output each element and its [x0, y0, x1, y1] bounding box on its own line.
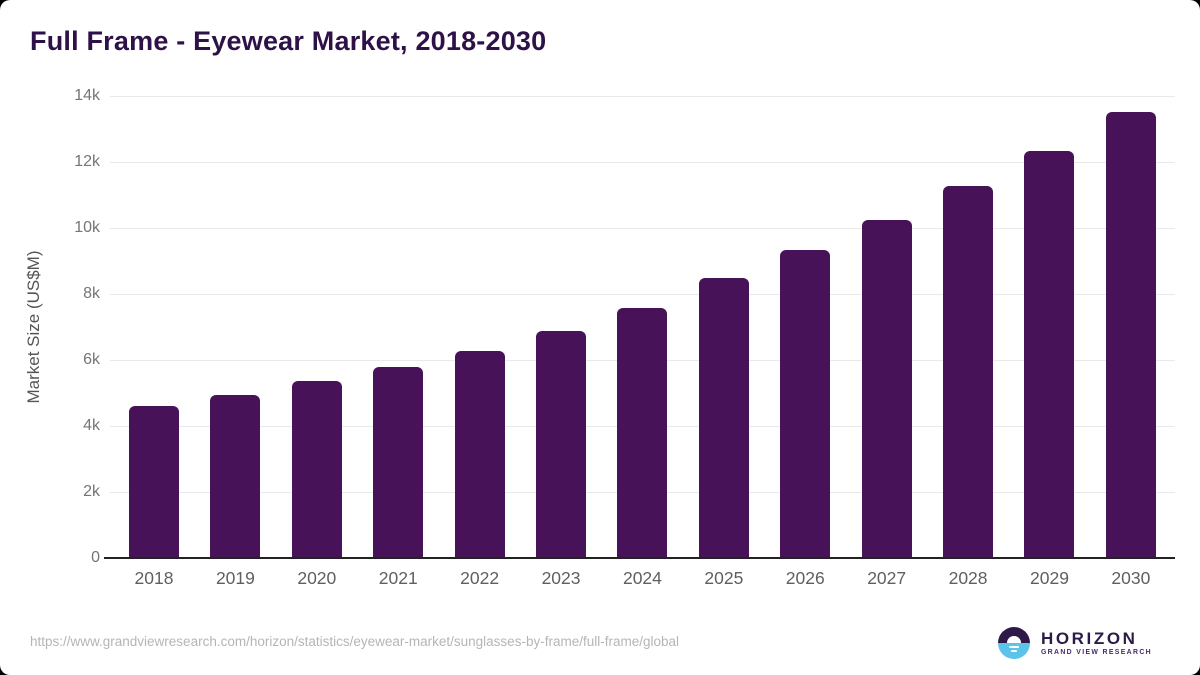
bar-2020[interactable] — [291, 381, 342, 558]
bar-2030[interactable] — [1105, 111, 1156, 558]
bar-chart-plot-area: 0 2k 4k 6k 8k 10k 12k 14k — [74, 87, 1175, 566]
horizon-sun-icon — [997, 627, 1030, 659]
x-tick-label: 2024 — [622, 568, 662, 588]
logo-subtitle: GRAND VIEW RESEARCH — [1040, 649, 1152, 657]
gridline — [110, 293, 1175, 295]
y-tick-label: 10k — [74, 219, 100, 236]
bar-2028[interactable] — [943, 186, 994, 558]
bar-2021[interactable] — [373, 366, 424, 558]
bar-2018[interactable] — [129, 405, 179, 558]
bar-2027[interactable] — [861, 220, 912, 558]
bar-2022[interactable] — [454, 350, 505, 558]
logo-text: HORIZON GRAND VIEW RESEARCH — [1040, 628, 1152, 657]
y-tick-label: 12k — [74, 153, 100, 170]
x-axis-line — [104, 557, 1175, 559]
bar-2023[interactable] — [536, 330, 587, 558]
bar-2026[interactable] — [780, 250, 831, 558]
x-tick-label: 2029 — [1030, 568, 1069, 588]
x-tick-label: 2027 — [867, 568, 907, 588]
bar-2019[interactable] — [210, 394, 261, 558]
x-tick-label: 2019 — [215, 568, 255, 588]
x-tick-label: 2028 — [948, 568, 988, 588]
y-tick-label: 4k — [83, 417, 100, 434]
bars — [110, 96, 1175, 558]
chart-title: Full Frame - Eyewear Market, 2018-2030 — [30, 26, 547, 56]
bar-2025[interactable] — [698, 278, 749, 558]
x-tick-label: 2026 — [785, 568, 825, 588]
gridline — [110, 161, 1175, 163]
y-tick-label: 14k — [74, 87, 100, 104]
bar-2024[interactable] — [617, 307, 668, 558]
x-tick-label: 2025 — [704, 568, 744, 588]
y-axis-title: Market Size (US$M) — [24, 250, 43, 404]
logo-wordmark: HORIZON — [1040, 628, 1138, 648]
y-tick-label: 2k — [83, 483, 100, 500]
x-tick-label: 2030 — [1111, 568, 1151, 588]
x-tick-label: 2020 — [297, 568, 337, 588]
gridline — [110, 227, 1175, 229]
source-url: https://www.grandviewresearch.com/horizo… — [30, 634, 679, 649]
gridline — [110, 95, 1175, 97]
y-tick-label: 6k — [83, 351, 100, 368]
y-tick-label: 8k — [83, 285, 100, 302]
x-tick-label: 2023 — [541, 568, 581, 588]
x-axis-labels: 2018 2019 2020 2021 2022 2023 2024 2025 2026 2027… — [110, 568, 1175, 589]
horizon-logo: HORIZON GRAND VIEW RESEARCH — [997, 627, 1152, 659]
bar-2029[interactable] — [1024, 151, 1075, 558]
x-tick-label: 2022 — [460, 568, 500, 588]
x-tick-label: 2021 — [378, 568, 418, 588]
x-tick-label: 2018 — [134, 568, 174, 588]
y-tick-label: 0 — [91, 549, 100, 566]
